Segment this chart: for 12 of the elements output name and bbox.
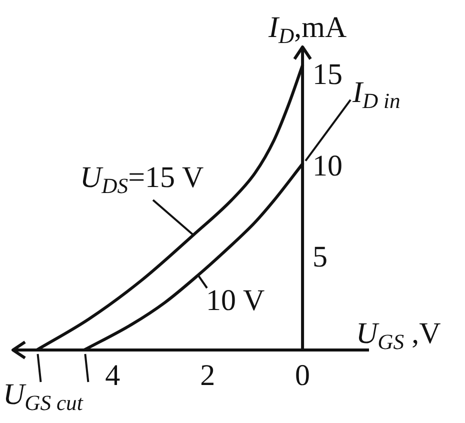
y-tick-label: 10 (312, 149, 343, 182)
y-tick-label: 15 (312, 58, 343, 92)
x-tick-label: 0 (295, 358, 310, 392)
text: U$_{GS cut}$ (3, 378, 83, 416)
y-axis-title: I$_{D}$,mA (268, 11, 347, 48)
annotation: I$_{D in}$ (352, 76, 400, 113)
series-label: U$_{DS}$=15 V (80, 161, 204, 198)
x-tick-label: 2 (200, 358, 216, 392)
legend-label: 10 V (206, 284, 265, 317)
y-tick-label: 5 (312, 240, 328, 274)
x-axis-title: U$_{GS}$ ,V (356, 317, 441, 354)
x-tick-label: 4 (105, 358, 120, 392)
